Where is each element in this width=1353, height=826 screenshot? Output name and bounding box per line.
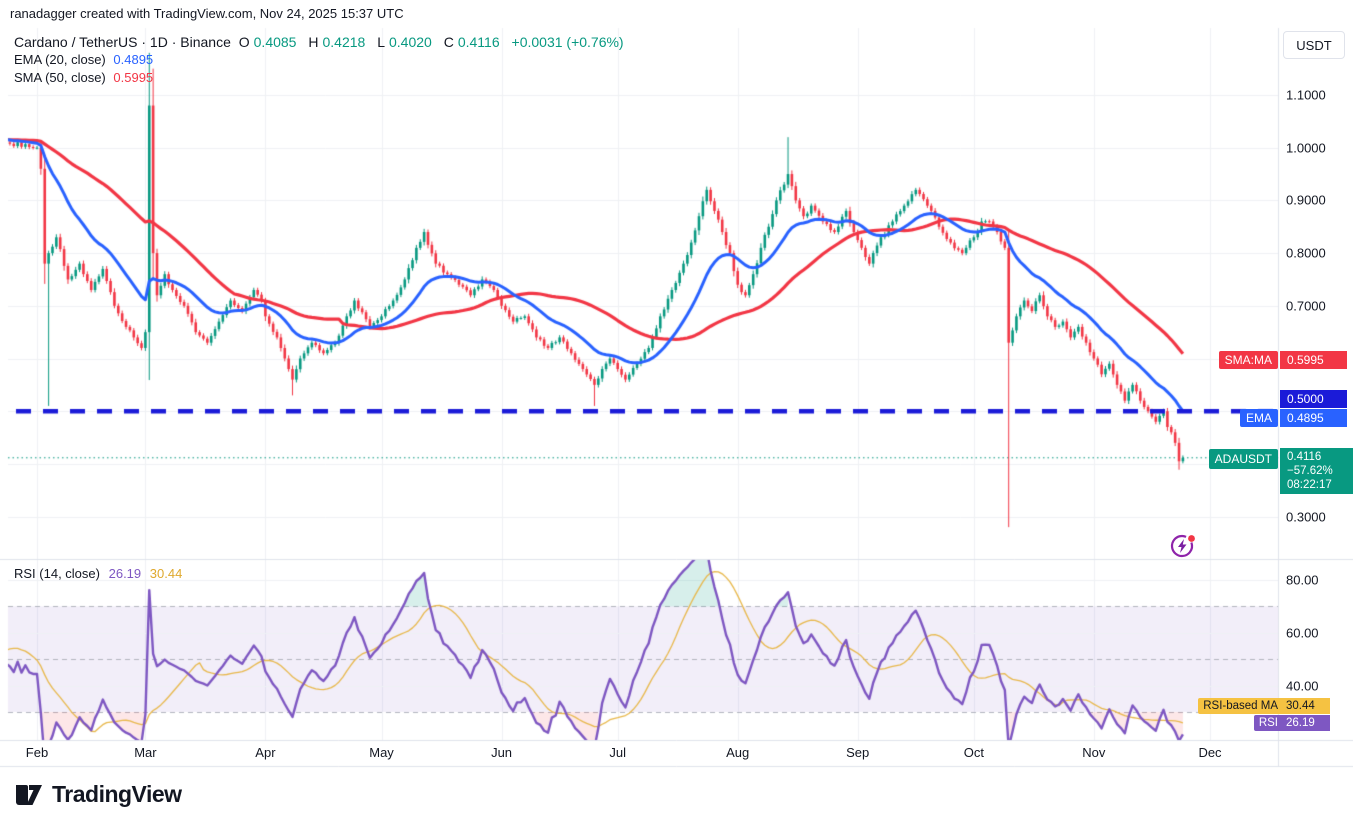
attribution-text: ranadagger created with TradingView.com,… [10, 6, 404, 21]
ohlc-high: H 0.4218 [308, 34, 366, 50]
ohlc-close: C 0.4116 [443, 34, 500, 50]
month-label: Nov [1082, 745, 1106, 760]
symbol-price-badge-value: 0.4116 −57.62% 08:22:17 [1280, 448, 1353, 494]
price-tick-label: 1.1000 [1286, 87, 1326, 103]
rsi-tick-label: 40.00 [1286, 678, 1319, 693]
currency-toggle-button[interactable]: USDT [1283, 31, 1345, 59]
rsi-badge-label: RSI [1253, 715, 1283, 731]
rsi-ma-value: 30.44 [149, 566, 183, 581]
tradingview-logo-text: TradingView [52, 781, 182, 807]
price-tick-label: 0.7000 [1286, 298, 1326, 314]
rsi-ma-badge-value: 30.44 [1280, 698, 1330, 714]
ema-price-badge-label: EMA [1239, 409, 1278, 427]
month-label: Dec [1198, 745, 1222, 760]
change-percent: −57.62% [1287, 465, 1333, 477]
daily-change: +0.0031 (+0.76%) [511, 34, 624, 50]
month-label: Apr [255, 745, 276, 760]
tradingview-logo-icon [16, 784, 42, 805]
flash-ideas-icon[interactable] [1169, 531, 1197, 559]
notification-dot [1188, 535, 1195, 542]
rsi-ma-badge-label: RSI-based MA [1198, 698, 1283, 714]
sma-label: SMA (50, close) [14, 70, 106, 85]
rsi-legend-row[interactable]: RSI (14, close) 26.19 30.44 [14, 566, 187, 581]
ema-value: 0.4895 [113, 52, 154, 67]
symbol-title: Cardano / TetherUS · 1D · Binance [14, 34, 231, 50]
month-label: Oct [963, 745, 984, 760]
month-label: Sep [846, 745, 870, 760]
rsi-badge-value: 26.19 [1280, 715, 1330, 731]
tradingview-logo[interactable]: TradingView [14, 781, 182, 808]
ohlc-open: O 0.4085 [238, 34, 297, 50]
horizontal-line-badge-value: 0.5000 [1280, 390, 1347, 408]
month-label: May [369, 745, 394, 760]
price-tick-label: 0.3000 [1286, 509, 1326, 525]
price-tick-label: 1.0000 [1286, 140, 1326, 156]
sma-price-badge-value: 0.5995 [1280, 351, 1347, 369]
month-label: Jul [609, 745, 626, 760]
sma-price-badge-label: SMA:MA [1218, 351, 1278, 369]
symbol-legend-row[interactable]: Cardano / TetherUS · 1D · Binance O 0.408… [14, 33, 628, 51]
symbol-price-badge-label: ADAUSDT [1208, 449, 1278, 469]
sma-legend-row[interactable]: SMA (50, close) 0.5995 [14, 69, 628, 87]
rsi-label: RSI (14, close) [14, 566, 100, 581]
month-label: Jun [491, 745, 513, 760]
ema-price-badge-value: 0.4895 [1280, 409, 1347, 427]
price-tick-label: 0.8000 [1286, 245, 1326, 261]
chart-legend[interactable]: Cardano / TetherUS · 1D · Binance O 0.408… [14, 33, 628, 87]
month-label: Mar [134, 745, 157, 760]
bar-countdown: 08:22:17 [1287, 479, 1332, 491]
ohlc-low: L 0.4020 [377, 34, 432, 50]
rsi-tick-label: 60.00 [1286, 625, 1319, 641]
month-label: Feb [25, 745, 49, 760]
ema-legend-row[interactable]: EMA (20, close) 0.4895 [14, 51, 628, 69]
sma-value: 0.5995 [113, 70, 154, 85]
last-price: 0.4116 [1287, 451, 1322, 463]
month-label: Aug [726, 745, 750, 760]
rsi-value: 26.19 [108, 566, 142, 581]
ema-label: EMA (20, close) [14, 52, 106, 67]
rsi-tick-label: 80.00 [1286, 572, 1319, 588]
price-tick-label: 0.9000 [1286, 192, 1326, 208]
